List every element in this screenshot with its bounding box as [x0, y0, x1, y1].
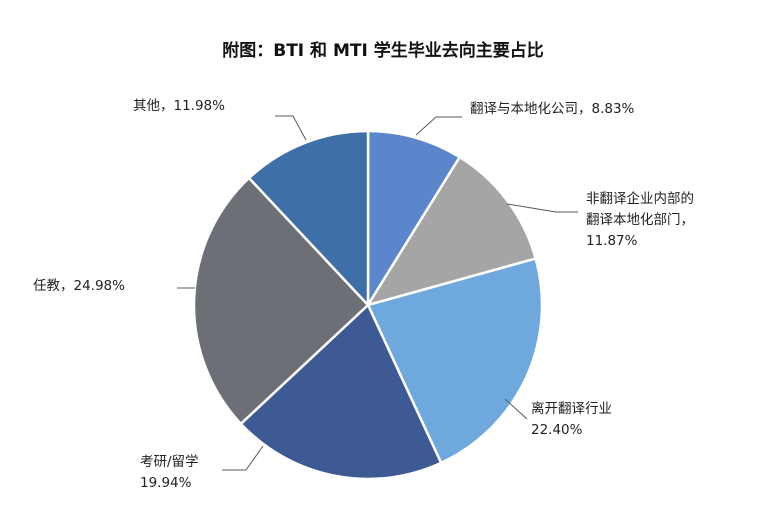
data-label-line: 其他，11.98% — [133, 98, 225, 114]
data-label: 翻译与本地化公司，8.83% — [470, 101, 635, 117]
data-label-line: 翻译本地化部门， — [586, 212, 694, 228]
slice-labels: 翻译与本地化公司，8.83% 非翻译企业内部的翻译本地化部门， 11.87% 离开翻译… — [33, 98, 694, 491]
data-label-line: 11.87% — [586, 233, 638, 249]
data-label-line: 离开翻译行业 — [531, 400, 612, 417]
chart-title: 附图：BTI 和 MTI 学生毕业去向主要占比 — [222, 41, 544, 61]
data-label: 非翻译企业内部的翻译本地化部门， 11.87% — [586, 190, 694, 249]
data-label-line: 翻译与本地化公司，8.83% — [470, 101, 635, 117]
pie-slice — [365, 155, 538, 308]
leader-line — [275, 115, 307, 141]
leader-line — [222, 445, 264, 471]
data-label-line: 任教，24.98% — [33, 278, 125, 294]
data-label: 考研/留学 19.94% — [140, 454, 199, 491]
data-label-line: 22.40% — [531, 422, 583, 438]
pie-slice — [239, 302, 443, 481]
data-label-line: 非翻译企业内部的 — [586, 190, 694, 207]
data-label-line: 考研/留学 — [140, 454, 199, 470]
data-label: 离开翻译行业 22.40% — [531, 400, 612, 438]
leader-line — [415, 116, 462, 136]
pie-slice — [366, 257, 544, 465]
leader-line — [506, 203, 578, 213]
leader-line — [504, 398, 528, 420]
pie-slices — [192, 129, 544, 481]
pie-slice — [247, 129, 370, 309]
pie-slice — [192, 176, 370, 426]
data-label-line: 19.94% — [140, 475, 192, 491]
leader-lines — [177, 115, 578, 471]
pie-slice — [366, 129, 462, 310]
data-label: 其他，11.98% — [133, 98, 225, 114]
data-label: 任教，24.98% — [33, 278, 125, 294]
